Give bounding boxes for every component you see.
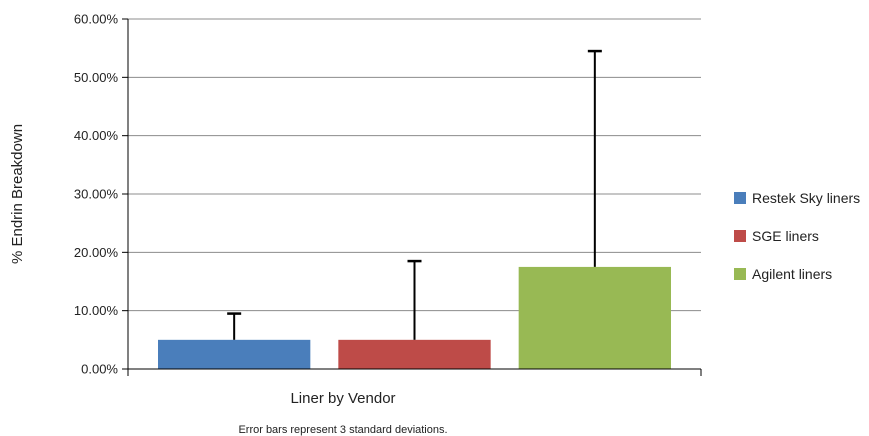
error-bar-note: Error bars represent 3 standard deviatio… [238,424,447,436]
y-tick-label: 30.00% [74,187,119,202]
y-tick-label: 60.00% [74,12,119,27]
legend-label: SGE liners [752,228,819,244]
y-axis-label: % Endrin Breakdown [9,124,26,264]
error-bars [227,49,602,340]
bar [518,266,671,369]
x-axis-label: Liner by Vendor [290,390,395,407]
y-tick-label: 20.00% [74,245,119,260]
legend-swatch [734,230,746,242]
y-tick-labels: 0.00% 10.00% 20.00% 30.00% 40.00% 50.00% 60.00… [74,12,119,377]
y-tick-label: 10.00% [74,303,119,318]
legend: Restek Sky liners SGE liners Agilent liner… [734,190,860,282]
bar [158,339,311,369]
bars [158,266,671,369]
axes [122,18,702,376]
y-tick-label: 50.00% [74,70,119,85]
legend-swatch [734,268,746,280]
legend-label: Agilent liners [752,266,832,282]
legend-label: Restek Sky liners [752,190,860,206]
bar [338,339,491,369]
y-tick-label: 0.00% [81,362,118,377]
legend-swatch [734,192,746,204]
y-tick-label: 40.00% [74,128,119,143]
